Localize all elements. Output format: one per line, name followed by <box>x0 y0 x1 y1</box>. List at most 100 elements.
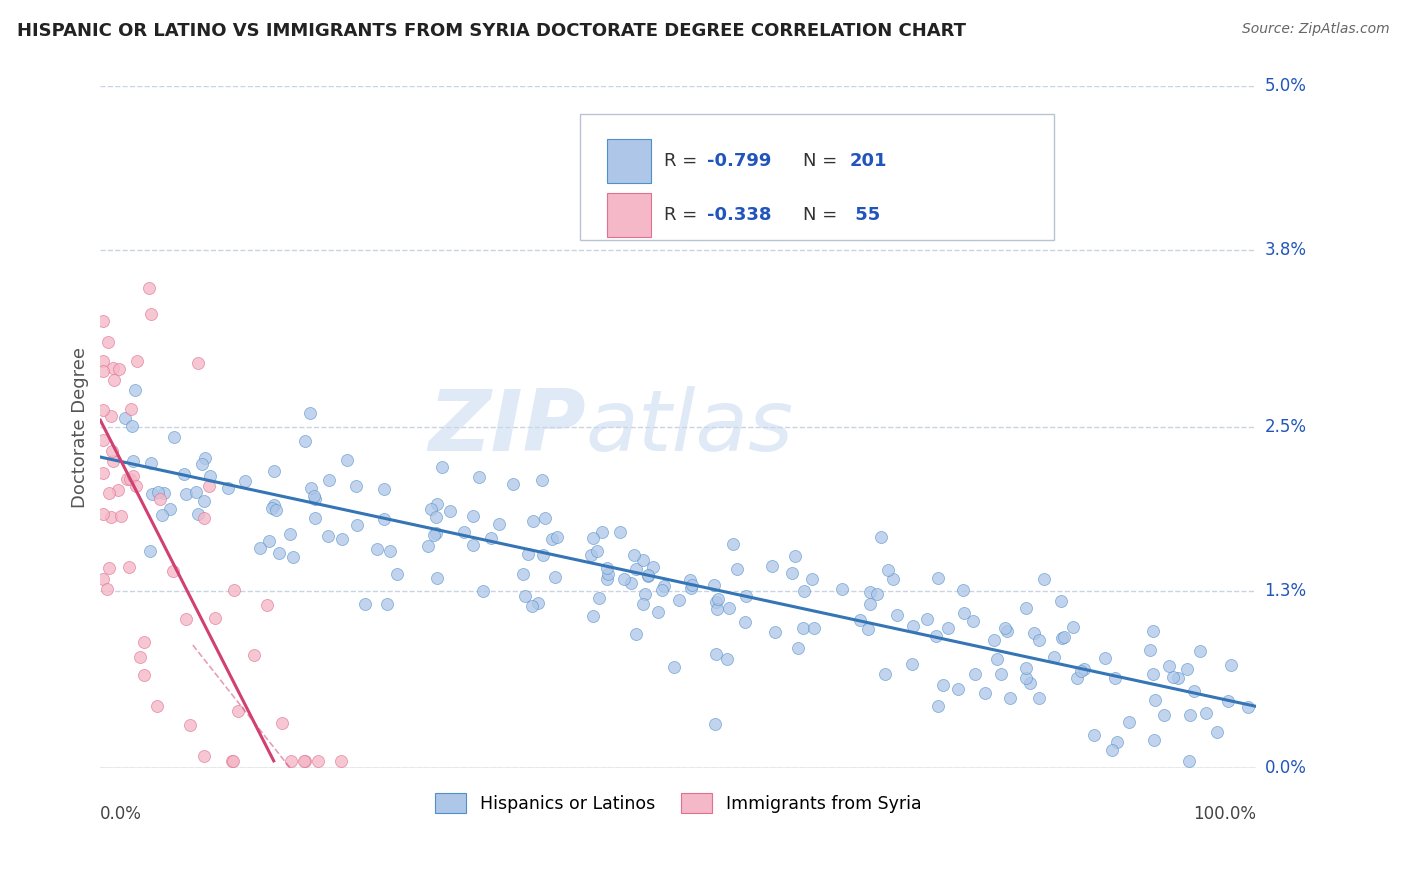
Point <box>100 444 122 458</box>
Point <box>870 530 893 544</box>
Point <box>267 545 290 559</box>
Point <box>1070 664 1092 678</box>
Point <box>633 552 655 566</box>
Point <box>138 544 160 558</box>
Point <box>1195 706 1218 721</box>
Text: 1.3%: 1.3% <box>1264 582 1306 599</box>
Point <box>901 619 924 633</box>
Point <box>256 599 278 613</box>
Point <box>120 402 142 417</box>
Point <box>734 615 756 630</box>
Point <box>936 621 959 635</box>
Point <box>974 686 997 700</box>
Point <box>620 575 643 590</box>
Point <box>623 549 645 563</box>
Point <box>983 632 1005 647</box>
Point <box>780 566 803 580</box>
Point <box>1182 684 1205 698</box>
Text: 0.0%: 0.0% <box>1264 759 1306 777</box>
Point <box>1066 671 1088 685</box>
Point <box>787 641 810 656</box>
Point <box>527 596 550 610</box>
Point <box>344 479 367 493</box>
Point <box>100 409 122 424</box>
Point <box>763 625 786 640</box>
Point <box>990 666 1012 681</box>
Point <box>243 648 266 663</box>
FancyBboxPatch shape <box>606 193 651 237</box>
Point <box>1050 631 1073 645</box>
Point <box>221 754 243 768</box>
Point <box>292 754 315 768</box>
Point <box>1175 662 1198 676</box>
Point <box>1105 735 1128 749</box>
Point <box>609 524 631 539</box>
Point <box>534 510 557 524</box>
Point <box>132 668 155 682</box>
Point <box>626 562 648 576</box>
Point <box>373 483 395 497</box>
Text: N =: N = <box>803 153 844 170</box>
Point <box>375 598 398 612</box>
Point <box>318 473 340 487</box>
Text: -0.338: -0.338 <box>707 206 772 224</box>
Point <box>91 434 114 448</box>
Point <box>882 572 904 586</box>
Point <box>1028 690 1050 705</box>
Point <box>226 705 249 719</box>
Point <box>187 356 209 370</box>
Point <box>420 502 443 516</box>
Point <box>1033 572 1056 586</box>
Point <box>866 587 889 601</box>
Point <box>463 538 485 552</box>
Point <box>463 509 485 524</box>
Point <box>793 584 815 599</box>
Point <box>595 572 617 586</box>
Point <box>859 585 882 599</box>
Point <box>792 621 814 635</box>
Point <box>176 612 198 626</box>
Point <box>1161 670 1184 684</box>
Point <box>516 548 538 562</box>
Point <box>831 582 853 596</box>
Text: 0.0%: 0.0% <box>100 805 142 823</box>
Point <box>1142 667 1164 681</box>
Point <box>1178 754 1201 768</box>
Point <box>91 354 114 368</box>
Point <box>187 508 209 522</box>
Point <box>121 454 143 468</box>
Point <box>901 657 924 671</box>
Point <box>1157 658 1180 673</box>
Point <box>1143 733 1166 747</box>
Point <box>385 567 408 582</box>
Point <box>927 699 949 714</box>
Point <box>706 602 728 616</box>
Point <box>124 383 146 397</box>
Point <box>101 360 124 375</box>
Point <box>278 527 301 541</box>
Point <box>346 518 368 533</box>
Point <box>995 624 1018 638</box>
Point <box>1101 742 1123 756</box>
Point <box>643 560 665 574</box>
Point <box>330 754 353 768</box>
Point <box>354 597 377 611</box>
Point <box>662 660 685 674</box>
Point <box>948 681 970 696</box>
Point <box>152 486 174 500</box>
Point <box>91 466 114 480</box>
Point <box>299 481 322 495</box>
Point <box>97 561 120 575</box>
Point <box>1042 649 1064 664</box>
Point <box>121 419 143 434</box>
Point <box>886 608 908 623</box>
Point <box>264 503 287 517</box>
Text: 100.0%: 100.0% <box>1194 805 1256 823</box>
Point <box>849 614 872 628</box>
Point <box>139 457 162 471</box>
Point <box>1019 675 1042 690</box>
Point <box>114 411 136 425</box>
Text: ZIP: ZIP <box>429 385 586 468</box>
Point <box>233 474 256 488</box>
Point <box>513 589 536 603</box>
